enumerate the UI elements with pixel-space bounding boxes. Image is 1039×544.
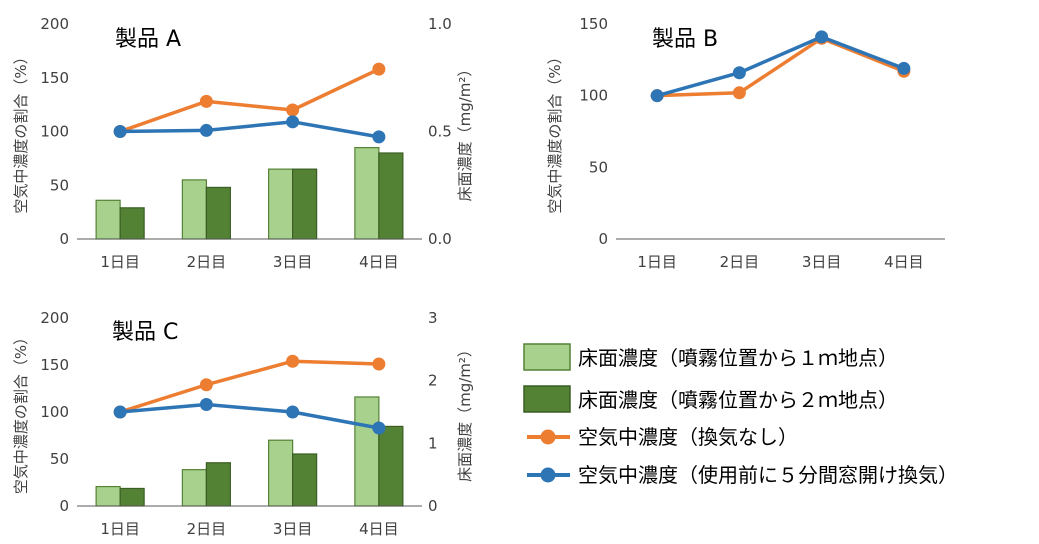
point-1-4 [372, 357, 386, 371]
y-tick-label: 150 [40, 356, 69, 374]
x-tick-label: 2日目 [187, 520, 227, 538]
point-2-3 [286, 405, 300, 419]
series-line-2 [656, 35, 905, 98]
x-tick-label: 3日目 [273, 253, 313, 271]
y-tick-label: 0 [59, 497, 69, 515]
point-2-4 [372, 130, 386, 144]
point-2-3 [815, 30, 829, 44]
point-1-2 [199, 378, 213, 392]
x-tick-label: 3日目 [273, 520, 313, 538]
y-axis-label: 空気中濃度の割合（%） [12, 330, 30, 494]
point-2-2 [732, 66, 746, 80]
bar-2m-2 [205, 462, 231, 507]
series-line-1 [119, 359, 379, 414]
y2-tick-label: 0.5 [428, 123, 452, 141]
y-tick-label: 150 [579, 15, 608, 33]
point-1-2 [199, 94, 213, 108]
point-2-1 [113, 125, 127, 138]
chart-title: 製品 C [112, 320, 178, 345]
x-tick-label: 4日目 [884, 253, 924, 271]
y2-axis-label: 床面濃度（mg/m²） [456, 342, 474, 482]
y2-tick-label: 1 [428, 434, 438, 452]
x-tick-label: 1日目 [100, 253, 140, 271]
chart-title: 製品 A [115, 27, 181, 52]
legend-label-bar1: 床面濃度（噴霧位置から１ｍ地点） [578, 346, 898, 370]
bar-2m-4 [378, 425, 404, 507]
y-tick-label: 50 [589, 158, 608, 176]
series-line-1 [657, 36, 905, 98]
bar-1m-4 [354, 396, 380, 507]
bar-2m-4 [378, 152, 404, 240]
y-tick-label: 0 [59, 230, 69, 248]
chart-panel-a: 0 50 100 150 200 0.0 0.5 1.0 1日目 2日目 3日目 4日目 空気中濃度の割… [12, 15, 474, 271]
bar-1m-3 [268, 168, 294, 240]
point-1-2 [732, 86, 746, 100]
legend-marker-line2 [540, 467, 556, 483]
point-2-1 [113, 405, 127, 419]
y-tick-label: 0 [598, 230, 608, 248]
bar-1m-2 [181, 179, 207, 240]
y-tick-label: 100 [40, 403, 69, 421]
y2-tick-label: 3 [428, 309, 438, 327]
point-1-3 [286, 103, 300, 117]
legend-label-line2: 空気中濃度（使用前に５分間窓開け換気） [578, 463, 958, 487]
point-1-4 [372, 62, 386, 76]
y-tick-label: 100 [40, 123, 69, 141]
point-2-4 [897, 61, 911, 75]
chart-panel-b: 0 50 100 150 1日目 2日目 3日目 4日目 空気中濃度の割合（%） 製品 B [546, 15, 945, 271]
point-2-2 [199, 123, 213, 137]
series-line-2 [120, 120, 380, 139]
y-axis-label: 空気中濃度の割合（%） [546, 49, 564, 213]
bar-2m-1 [119, 207, 145, 240]
bar-1m-2 [181, 469, 207, 507]
chart-title: 製品 B [652, 27, 718, 52]
legend-label-line1: 空気中濃度（換気なし） [578, 425, 798, 449]
x-tick-label: 1日目 [637, 253, 677, 271]
y2-axis-label: 床面濃度（mg/m²） [456, 62, 474, 202]
y-tick-label: 100 [579, 87, 608, 105]
x-tick-label: 2日目 [720, 253, 760, 271]
y2-tick-label: 0.0 [428, 230, 452, 248]
chart-panel-c: 0 50 100 150 200 0 1 2 3 1日目 2日目 3日目 4日目 空気中濃度の割合（%） 床… [12, 309, 474, 538]
point-2-3 [286, 115, 300, 129]
bar-1m-4 [354, 147, 380, 240]
series-line-2 [119, 402, 380, 430]
y-tick-label: 200 [40, 309, 69, 327]
bar-2m-3 [292, 168, 318, 240]
x-tick-label: 1日目 [100, 520, 140, 538]
y2-tick-label: 2 [428, 372, 438, 390]
point-2-4 [372, 421, 386, 435]
y2-tick-label: 1.0 [428, 15, 452, 33]
bar-1m-1 [95, 485, 121, 507]
y-tick-label: 200 [40, 15, 69, 33]
bar-1m-1 [95, 199, 121, 240]
x-tick-label: 4日目 [359, 520, 399, 538]
series-line-1 [119, 67, 380, 134]
legend-swatch-bar2 [523, 385, 571, 413]
point-2-2 [199, 397, 213, 411]
point-2-1 [650, 89, 664, 103]
legend-label-bar2: 床面濃度（噴霧位置から２ｍ地点） [578, 388, 898, 412]
bar-2m-3 [292, 453, 318, 507]
x-tick-label: 4日目 [359, 253, 399, 271]
legend-marker-line1 [540, 429, 556, 445]
y2-tick-label: 0 [428, 497, 438, 515]
y-tick-label: 50 [50, 176, 69, 194]
y-tick-label: 150 [40, 69, 69, 87]
y-tick-label: 50 [50, 450, 69, 468]
bar-2m-2 [205, 186, 231, 240]
x-tick-label: 3日目 [802, 253, 842, 271]
legend: 床面濃度（噴霧位置から１ｍ地点） 床面濃度（噴霧位置から２ｍ地点） 空気中濃度（… [523, 343, 958, 487]
legend-swatch-bar1 [523, 343, 571, 371]
y-axis-label: 空気中濃度の割合（%） [12, 49, 30, 213]
x-tick-label: 2日目 [187, 253, 227, 271]
point-1-3 [286, 354, 300, 368]
bar-2m-1 [119, 487, 145, 507]
bar-1m-3 [268, 439, 294, 507]
